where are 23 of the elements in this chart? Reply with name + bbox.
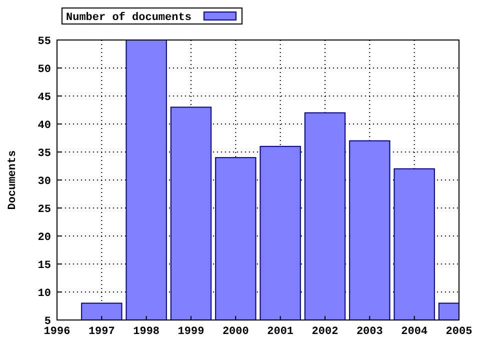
- y-tick-label: 35: [38, 148, 52, 160]
- x-tick-label: 1999: [178, 326, 204, 338]
- x-tick-label: 2004: [401, 326, 428, 338]
- x-tick-label: 1996: [44, 326, 70, 338]
- x-tick-label: 1998: [133, 326, 160, 338]
- y-tick-label: 45: [38, 92, 52, 104]
- x-tick-label: 2000: [222, 326, 249, 338]
- x-tick-label: 2001: [267, 326, 294, 338]
- y-tick-label: 5: [44, 316, 52, 328]
- y-tick-label: 55: [38, 36, 52, 48]
- x-tick-label: 2002: [312, 326, 338, 338]
- y-axis-title: Documents: [7, 150, 19, 210]
- y-tick-label: 40: [38, 120, 51, 132]
- legend-label: Number of documents: [66, 11, 192, 24]
- x-tick-label: 1997: [88, 326, 115, 338]
- x-tick-label: 2005: [446, 326, 473, 338]
- y-tick-label: 20: [38, 232, 51, 244]
- y-tick-label: 10: [38, 288, 51, 300]
- y-tick-label: 15: [38, 260, 52, 272]
- y-tick-label: 30: [38, 176, 51, 188]
- y-tick-label: 25: [38, 204, 52, 216]
- y-tick-label: 50: [38, 64, 51, 76]
- x-tick-label: 2003: [356, 326, 384, 338]
